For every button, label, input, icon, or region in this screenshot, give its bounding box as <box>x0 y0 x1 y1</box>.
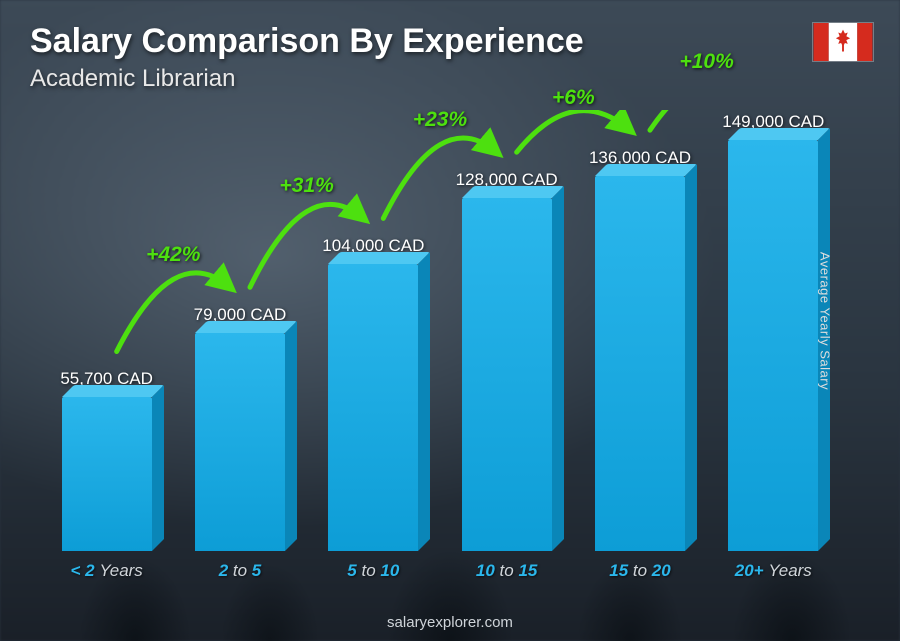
bar-side-face <box>418 252 430 551</box>
bar-wrap: 149,000 CAD <box>722 112 824 551</box>
bar-wrap: 55,700 CAD <box>60 369 153 551</box>
bar-category-label: 10 to 15 <box>476 561 537 581</box>
bar-top-face <box>595 164 697 176</box>
bar-wrap: 128,000 CAD <box>456 170 558 551</box>
page-subtitle: Academic Librarian <box>30 65 870 93</box>
bar-front-face <box>62 397 152 551</box>
y-axis-label: Average Yearly Salary <box>817 251 832 389</box>
bar-category-label: < 2 Years <box>70 561 142 581</box>
bar-wrap: 136,000 CAD <box>589 148 691 551</box>
bar-front-face <box>462 198 552 551</box>
bar-3d <box>595 176 685 551</box>
bar-front-face <box>595 176 685 551</box>
growth-percent-label: +31% <box>280 174 334 198</box>
growth-percent-label: +42% <box>146 243 200 267</box>
bar-front-face <box>328 264 418 551</box>
salary-bar-chart: 55,700 CAD < 2 Years 79,000 CAD 2 to 5 1… <box>40 110 840 581</box>
page-title: Salary Comparison By Experience <box>30 22 870 61</box>
bar-3d <box>328 264 418 551</box>
growth-percent-label: +23% <box>413 108 467 132</box>
bar-front-face <box>728 140 818 551</box>
bar-top-face <box>62 385 164 397</box>
bar-3d <box>62 397 152 551</box>
bar-group: 55,700 CAD < 2 Years <box>40 110 173 551</box>
bar-top-face <box>728 128 830 140</box>
bar-top-face <box>328 252 430 264</box>
bar-3d <box>195 333 285 551</box>
bar-group: 136,000 CAD 15 to 20 <box>573 110 706 551</box>
canada-flag-icon <box>812 22 874 62</box>
bar-wrap: 79,000 CAD <box>194 305 287 551</box>
bar-category-label: 2 to 5 <box>219 561 262 581</box>
bars-container: 55,700 CAD < 2 Years 79,000 CAD 2 to 5 1… <box>40 110 840 551</box>
bar-side-face <box>552 186 564 551</box>
bar-group: 128,000 CAD 10 to 15 <box>440 110 573 551</box>
footer-source: salaryexplorer.com <box>0 614 900 631</box>
bar-3d <box>728 140 818 551</box>
bar-3d <box>462 198 552 551</box>
bar-front-face <box>195 333 285 551</box>
bar-wrap: 104,000 CAD <box>322 236 424 551</box>
bar-top-face <box>195 321 297 333</box>
bar-category-label: 5 to 10 <box>347 561 399 581</box>
header: Salary Comparison By Experience Academic… <box>30 22 870 93</box>
bar-category-label: 15 to 20 <box>609 561 670 581</box>
bar-top-face <box>462 186 564 198</box>
bar-category-label: 20+ Years <box>735 561 812 581</box>
bar-side-face <box>685 164 697 551</box>
bar-side-face <box>152 385 164 551</box>
bar-side-face <box>285 321 297 551</box>
